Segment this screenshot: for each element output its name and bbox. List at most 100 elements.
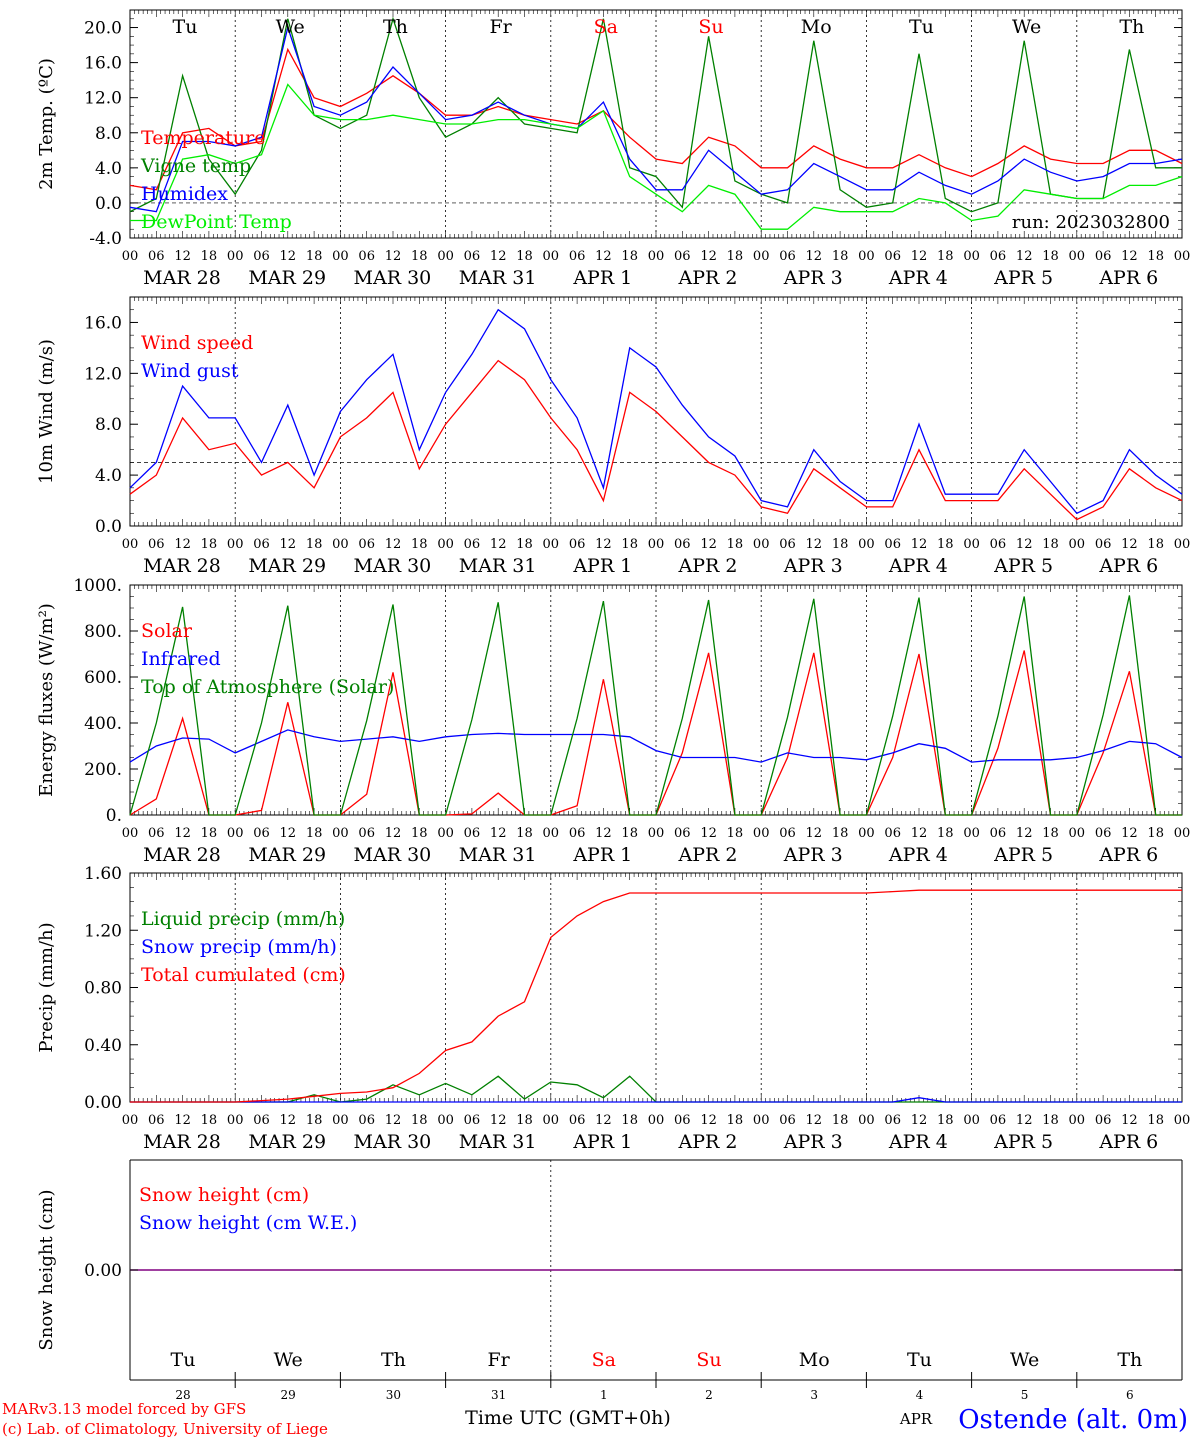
hour-label: 12: [700, 1113, 717, 1128]
hour-label: 18: [516, 826, 533, 841]
date-label: APR 3: [783, 267, 843, 289]
day-number: 3: [810, 1388, 818, 1402]
hour-label: 18: [727, 1113, 744, 1128]
y-tick-label: 4.0: [95, 159, 122, 179]
day-name: Sa: [594, 16, 618, 38]
hour-label: 18: [411, 826, 428, 841]
day-name: Th: [383, 16, 408, 38]
day-name: We: [276, 16, 305, 38]
hour-label: 00: [332, 249, 349, 264]
date-label: MAR 28: [143, 844, 221, 866]
day-name: Mo: [799, 1349, 830, 1371]
hour-label: 12: [806, 826, 823, 841]
day-number: 1: [600, 1388, 608, 1402]
date-label: MAR 31: [459, 555, 537, 577]
y-axis-label: Precip (mm/h): [36, 922, 57, 1052]
day-name: We: [1010, 1349, 1039, 1371]
date-label: APR 4: [888, 267, 948, 289]
hour-label: 18: [1147, 1113, 1164, 1128]
hour-label: 06: [990, 826, 1007, 841]
series-line-dewpoint-temp: [130, 83, 1183, 230]
y-tick-label: 8.0: [95, 415, 122, 435]
hour-label: 12: [595, 249, 612, 264]
hour-label: 12: [385, 1113, 402, 1128]
hour-label: 00: [963, 249, 980, 264]
date-label: APR 2: [678, 1131, 738, 1153]
date-label: MAR 28: [143, 1131, 221, 1153]
hour-label: 06: [464, 537, 481, 552]
series-line-wind-speed: [129, 359, 1183, 521]
date-label: MAR 31: [459, 267, 537, 289]
hour-label: 00: [122, 1113, 139, 1128]
y-tick-label: 12.0: [84, 364, 122, 384]
hour-label: 12: [700, 826, 717, 841]
hour-label: 06: [884, 537, 901, 552]
hour-label: 00: [1069, 826, 1086, 841]
hour-label: 18: [832, 1113, 849, 1128]
hour-label: 00: [963, 537, 980, 552]
station-label: Ostende (alt. 0m): [958, 1405, 1188, 1435]
hour-label: 06: [148, 826, 165, 841]
day-number: 4: [916, 1388, 924, 1402]
day-number: 30: [386, 1388, 401, 1402]
date-label: APR 5: [993, 1131, 1053, 1153]
hour-label: 06: [464, 826, 481, 841]
day-name: Tu: [907, 1349, 932, 1371]
y-tick-label: 0.00: [84, 1093, 122, 1113]
y-tick-label: 0.: [106, 806, 122, 826]
hour-label: 12: [174, 826, 191, 841]
hour-label: 00: [1069, 249, 1086, 264]
hour-label: 00: [648, 537, 665, 552]
x-axis-label: Time UTC (GMT+0h): [465, 1407, 671, 1429]
hour-label: 18: [727, 249, 744, 264]
hour-label: 00: [227, 1113, 244, 1128]
date-label: MAR 31: [459, 844, 537, 866]
date-label: APR 5: [993, 555, 1053, 577]
y-tick-label: 20.0: [84, 19, 122, 39]
hour-label: 06: [148, 249, 165, 264]
hour-label: 18: [727, 826, 744, 841]
hour-label: 12: [911, 249, 928, 264]
hour-label: 06: [464, 1113, 481, 1128]
hour-label: 06: [884, 249, 901, 264]
hour-label: 00: [963, 826, 980, 841]
hour-label: 00: [753, 537, 770, 552]
day-name: Th: [1117, 1349, 1142, 1371]
date-label: MAR 31: [459, 1131, 537, 1153]
series-line-wind-gust: [129, 308, 1183, 515]
hour-label: 00: [1174, 249, 1191, 264]
hour-label: 18: [306, 537, 323, 552]
hour-label: 06: [253, 826, 270, 841]
hour-label: 18: [1147, 249, 1164, 264]
y-tick-label: -4.0: [89, 229, 122, 249]
legend-entry: Vigne temp: [140, 155, 251, 177]
credit-line-2: (c) Lab. of Climatology, University of L…: [2, 1420, 328, 1438]
hour-label: 06: [358, 249, 375, 264]
hour-label: 12: [490, 249, 507, 264]
hour-label: 18: [621, 537, 638, 552]
y-tick-label: 12.0: [84, 89, 122, 109]
legend-entry: Infrared: [141, 648, 221, 670]
hour-label: 18: [1042, 826, 1059, 841]
hour-label: 00: [227, 249, 244, 264]
y-tick-label: 800.: [84, 622, 122, 642]
hour-label: 12: [595, 1113, 612, 1128]
hour-label: 18: [411, 1113, 428, 1128]
hour-label: 00: [1174, 1113, 1191, 1128]
hour-label: 06: [779, 249, 796, 264]
hour-label: 18: [621, 826, 638, 841]
series-line-infrared: [129, 729, 1183, 763]
day-number: 5: [1021, 1388, 1029, 1402]
hour-label: 12: [806, 249, 823, 264]
y-tick-label: 0.0: [95, 194, 122, 214]
date-label: APR 4: [888, 555, 948, 577]
hour-label: 18: [1147, 537, 1164, 552]
date-label: APR 5: [993, 267, 1053, 289]
panel-1: -4.0 0.0 4.0 8.0 12.0 16.0 20.0 2m Temp. (ºC) Te…: [36, 9, 1191, 289]
hour-label: 06: [674, 249, 691, 264]
hour-label: 00: [227, 537, 244, 552]
hour-label: 00: [648, 1113, 665, 1128]
hour-label: 06: [674, 537, 691, 552]
hour-label: 12: [700, 249, 717, 264]
day-name: Tu: [171, 1349, 196, 1371]
